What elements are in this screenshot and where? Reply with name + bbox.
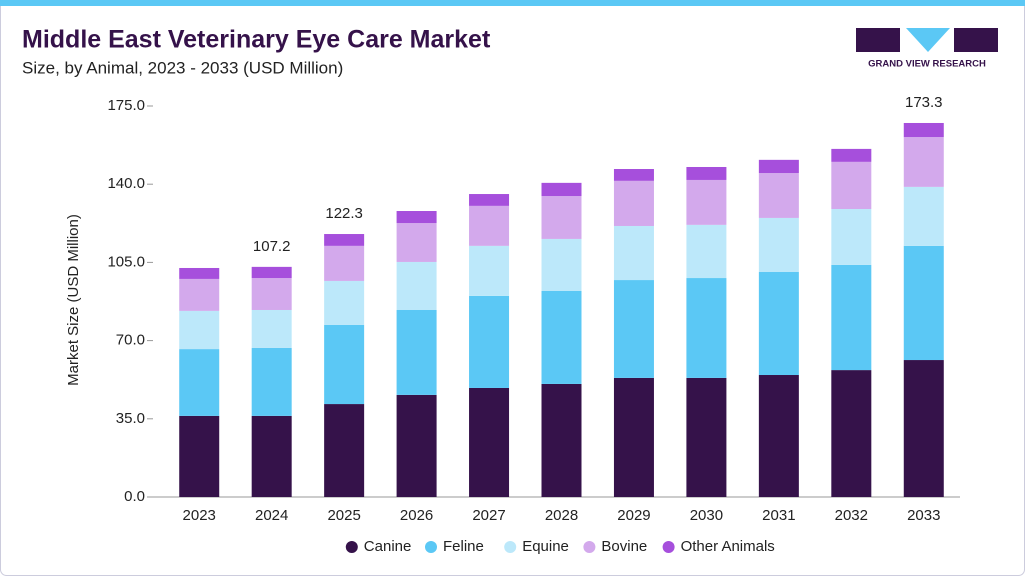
y-tick-label: 175.0 <box>107 97 145 114</box>
bar-segment <box>686 278 727 378</box>
bar-segment <box>469 205 510 246</box>
bar-segment <box>758 272 799 376</box>
bar-segment <box>469 387 510 497</box>
logo-block <box>856 28 900 52</box>
bar-segment <box>758 375 799 497</box>
bar-segment <box>324 280 365 325</box>
x-tick-label: 2027 <box>472 507 505 524</box>
total-label: 107.2 <box>253 238 291 255</box>
legend-label: Equine <box>522 538 569 555</box>
bar-segment <box>251 278 292 310</box>
legend-marker <box>662 541 675 553</box>
bar-segment <box>541 383 582 497</box>
bar-segment <box>251 415 292 497</box>
x-tick-label: 2028 <box>545 507 578 524</box>
bar-segment <box>903 186 944 246</box>
bar-segment <box>831 161 872 210</box>
legend-marker <box>583 541 596 553</box>
bar-segment <box>831 264 872 371</box>
bar-segment <box>324 324 365 405</box>
bar-segment <box>179 278 220 311</box>
legend-label: Other Animals <box>681 538 775 555</box>
total-label: 173.3 <box>905 94 943 111</box>
bar-segment <box>469 245 510 296</box>
y-tick-label: 0.0 <box>124 488 145 505</box>
bar-segment <box>396 261 437 310</box>
bar-segment <box>324 245 365 281</box>
bar-segment <box>541 196 582 239</box>
x-tick-label: 2029 <box>617 507 650 524</box>
bar-segment <box>613 169 654 181</box>
legend-marker <box>345 541 358 553</box>
legend-label: Canine <box>364 538 412 555</box>
y-tick-label: 70.0 <box>116 332 145 349</box>
x-tick-label: 2026 <box>400 507 433 524</box>
bar-segment <box>179 349 220 416</box>
y-tick-label: 35.0 <box>116 410 145 427</box>
bar-segment <box>179 267 220 279</box>
chart-title: Middle East Veterinary Eye Care Market <box>22 26 491 54</box>
bar-segment <box>396 309 437 395</box>
bar-segment <box>179 310 220 350</box>
logo-block <box>906 28 950 52</box>
x-tick-label: 2033 <box>907 507 940 524</box>
bar-segment <box>469 194 510 206</box>
bar-segment <box>831 209 872 265</box>
legend-marker <box>504 541 517 553</box>
bar-segment <box>758 217 799 273</box>
x-tick-label: 2024 <box>255 507 288 524</box>
legend-marker <box>425 541 437 553</box>
bar-segment <box>686 377 727 497</box>
logo-block <box>954 28 998 52</box>
bar-segment <box>541 290 582 384</box>
bar-segment <box>396 211 437 224</box>
bar-segment <box>396 223 437 262</box>
logo: GRAND VIEW RESEARCH <box>856 28 998 70</box>
bar-segment <box>758 159 799 174</box>
bar-segment <box>396 394 437 497</box>
bar-segment <box>541 238 582 291</box>
bar-segment <box>831 370 872 497</box>
x-tick-label: 2023 <box>183 507 216 524</box>
bar-segment <box>686 179 727 225</box>
legend-label: Bovine <box>601 538 647 555</box>
bar-segment <box>613 377 654 497</box>
x-tick-label: 2031 <box>762 507 795 524</box>
x-tick-label: 2025 <box>327 507 360 524</box>
y-axis-title: Market Size (USD Million) <box>65 214 82 386</box>
bar-segment <box>251 309 292 348</box>
chart-subtitle: Size, by Animal, 2023 - 2033 (USD Millio… <box>22 58 343 77</box>
bar-segment <box>179 415 220 497</box>
bar-segment <box>831 148 872 162</box>
bar-segment <box>324 404 365 497</box>
bar-segment <box>324 234 365 246</box>
x-tick-label: 2030 <box>690 507 723 524</box>
bar-segment <box>613 225 654 281</box>
bar-segment <box>469 295 510 388</box>
bar-segment <box>903 360 944 497</box>
bar-segment <box>686 224 727 279</box>
bar-segment <box>541 182 582 197</box>
bar-segment <box>903 137 944 187</box>
total-label: 122.3 <box>325 205 363 222</box>
x-tick-label: 2032 <box>835 507 868 524</box>
bar-segment <box>613 280 654 378</box>
legend-label: Feline <box>443 538 484 555</box>
logo-text: GRAND VIEW RESEARCH <box>868 59 986 70</box>
bar-segment <box>251 347 292 416</box>
bar-segment <box>758 173 799 218</box>
y-tick-label: 105.0 <box>107 253 145 270</box>
bar-segment <box>903 245 944 361</box>
bar-segment <box>903 122 944 138</box>
y-tick-label: 140.0 <box>107 175 145 192</box>
bar-segment <box>686 166 727 180</box>
bar-segment <box>251 266 292 279</box>
bar-segment <box>613 180 654 226</box>
top-stripe <box>0 0 1025 6</box>
